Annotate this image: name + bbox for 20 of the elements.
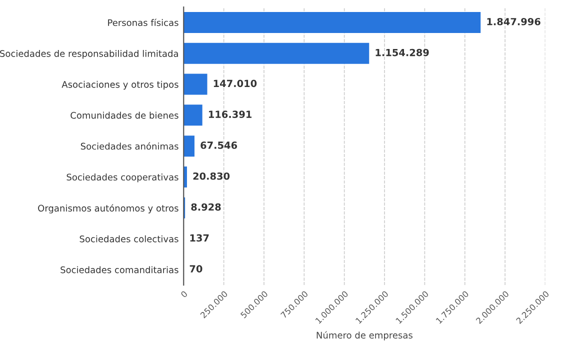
x-axis-title: Número de empresas: [316, 331, 412, 340]
data-label: 137: [190, 234, 209, 242]
y-tick-label: Comunidades de bienes: [70, 112, 178, 119]
data-label: 1.847.996: [487, 18, 540, 26]
x-tick-label: 0: [180, 290, 188, 298]
data-label: 8.928: [191, 203, 221, 211]
data-label: 116.391: [208, 110, 252, 118]
y-tick-label: Organismos autónomos y otros: [38, 204, 178, 214]
y-tick-label: Sociedades cooperativas: [66, 174, 178, 182]
y-tick-label: Sociedades de responsabilidad limitada: [0, 50, 178, 59]
y-tick-label: Sociedades comanditarias: [60, 266, 178, 274]
data-label: 1.154.289: [376, 48, 429, 56]
data-label: 20.830: [193, 172, 230, 180]
y-tick-label: Personas físicas: [108, 18, 178, 26]
y-tick-label: Sociedades anónimas: [80, 142, 178, 150]
data-label: 70: [190, 265, 202, 272]
y-tick-label: Asociaciones y otros tipos: [62, 80, 178, 90]
data-label: 147.010: [214, 80, 257, 88]
data-label: 67.546: [200, 142, 238, 149]
y-tick-label: Sociedades colectivas: [80, 235, 178, 242]
